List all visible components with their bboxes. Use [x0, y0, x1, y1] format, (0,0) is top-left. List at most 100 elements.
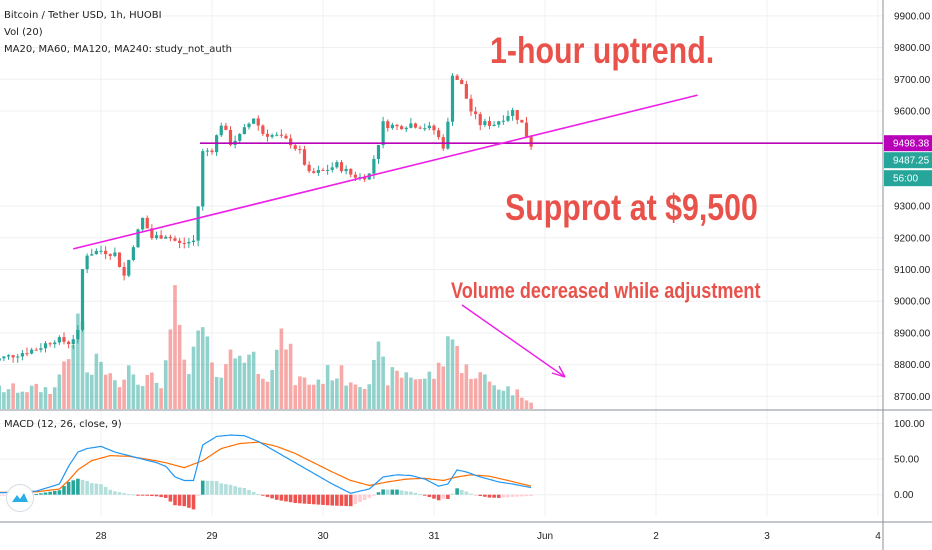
ma-legend[interactable]: MA20, MA60, MA120, MA240: study_not_auth: [4, 44, 232, 55]
macd-hist-bar: [422, 494, 427, 496]
macd-hist-bar: [228, 484, 233, 495]
price-label-text: 56:00: [893, 174, 918, 185]
candle-body: [16, 356, 20, 358]
macd-hist-bar: [293, 494, 298, 504]
macd-hist-bar: [529, 494, 533, 496]
volume-bar: [11, 383, 15, 409]
volume-legend[interactable]: Vol (20): [4, 27, 43, 38]
volume-bar: [506, 386, 510, 409]
volume-bar: [48, 393, 52, 409]
volume-bar: [219, 377, 224, 409]
candle-body: [293, 145, 297, 149]
candle-body: [256, 118, 260, 126]
macd-hist-bar: [469, 493, 473, 495]
macd-hist-bar: [261, 494, 265, 496]
volume-bar: [524, 400, 529, 409]
candle-body: [85, 255, 89, 270]
volume-bar: [483, 374, 487, 409]
candle-body: [381, 121, 385, 145]
macd-hist-bar: [237, 487, 242, 495]
candle-body: [376, 144, 381, 159]
volume-bar: [339, 365, 344, 409]
symbol-legend[interactable]: Bitcoin / Tether USD, 1h, HUOBI: [4, 10, 162, 21]
macd-hist-bar: [321, 494, 325, 505]
candle-body: [302, 149, 307, 165]
candle-body: [25, 353, 29, 355]
macd-legend[interactable]: MACD (12, 26, close, 9): [4, 419, 122, 430]
price-label-badge: [884, 170, 932, 187]
macd-hist-bar: [524, 494, 529, 497]
price-tick-label: 9600.00: [894, 106, 931, 117]
candle-body: [90, 254, 94, 256]
volume-bar: [446, 336, 450, 409]
price-tick-label: 9200.00: [894, 233, 931, 244]
candle-body: [0, 358, 1, 361]
candle-body: [423, 128, 427, 130]
macd-hist-bar: [288, 494, 293, 503]
macd-hist-bar: [136, 494, 140, 496]
candle-body: [395, 124, 399, 127]
volume-bar: [409, 377, 413, 409]
candle-body: [270, 135, 274, 137]
candle-body: [2, 356, 6, 359]
volume-bar: [432, 378, 436, 409]
volume-bar: [71, 344, 76, 409]
macd-hist-bar: [311, 494, 316, 505]
volume-bar: [413, 379, 418, 409]
macd-hist-bar: [367, 494, 372, 498]
macd-hist-bar: [205, 480, 210, 495]
candle-body: [71, 339, 75, 345]
candle-body: [275, 134, 279, 136]
volume-bar: [113, 380, 117, 409]
candle-body: [497, 121, 501, 125]
volume-bar: [43, 387, 48, 409]
time-tick-label: 2: [653, 531, 659, 542]
macd-hist-bar: [99, 484, 103, 495]
macd-hist-bar: [348, 494, 353, 507]
macd-hist-bar: [94, 483, 99, 495]
time-tick-label: 29: [206, 531, 218, 542]
candle-body: [191, 240, 196, 243]
macd-hist-bar: [131, 494, 136, 496]
volume-bar: [224, 364, 228, 409]
price-tick-label: 8900.00: [894, 328, 931, 339]
tradingview-logo[interactable]: [6, 484, 34, 512]
macd-hist-bar: [492, 494, 496, 498]
macd-hist-bar: [413, 492, 418, 495]
volume-bar: [140, 386, 145, 409]
macd-hist-bar: [182, 494, 187, 507]
uptrend-annotation: 1-hour uptrend.: [490, 30, 715, 71]
candle-body: [224, 125, 228, 130]
time-tick-label: 28: [95, 531, 107, 542]
macd-hist-bar: [399, 490, 404, 495]
volume-bar: [418, 379, 422, 409]
candle-body: [404, 127, 408, 130]
candle-body: [164, 236, 168, 239]
macd-hist-bar: [224, 484, 228, 495]
volume-bar: [103, 374, 108, 409]
candle-body: [413, 123, 418, 128]
macd-hist-bar: [487, 494, 492, 498]
candle-body: [335, 162, 339, 168]
candle-body: [437, 130, 441, 138]
price-label-badge: [884, 135, 932, 152]
macd-hist-bar: [450, 493, 455, 495]
volume-bar: [436, 362, 441, 409]
candle-body: [483, 121, 487, 126]
volume-bar: [372, 360, 376, 409]
candle-body: [201, 151, 205, 207]
price-label-text: 9487.25: [893, 156, 930, 167]
macd-hist-bar: [187, 494, 191, 508]
volume-bar: [450, 339, 455, 409]
volume-bar: [395, 370, 399, 409]
candle-body: [487, 121, 492, 126]
candle-body: [312, 171, 316, 173]
volume-bar: [321, 383, 325, 409]
volume-bar: [233, 358, 237, 409]
candle-body: [298, 148, 302, 150]
candle-body: [432, 125, 436, 131]
volume-bar: [154, 382, 159, 409]
volume-bar: [57, 374, 62, 409]
volume-bar: [187, 374, 191, 409]
